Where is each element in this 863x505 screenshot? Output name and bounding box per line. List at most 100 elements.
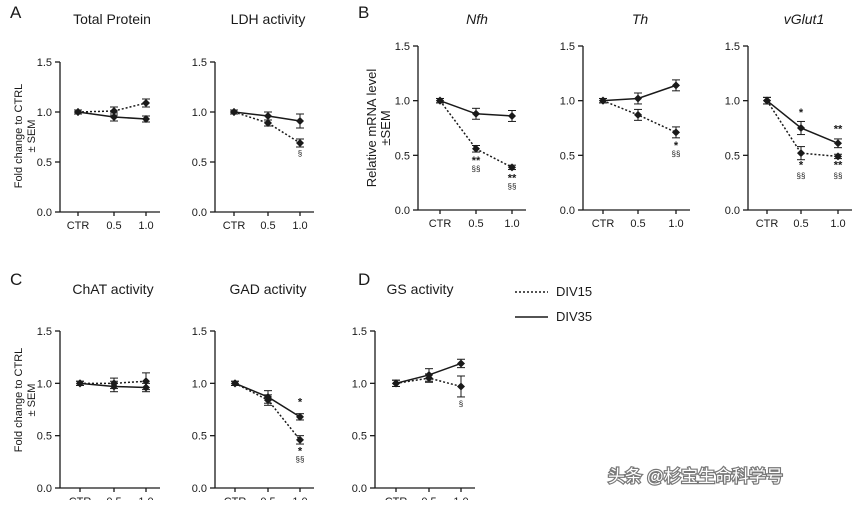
- panel-ldh-activity: LDH activity 0.0 0.5 1.0 1.5 CTR 0.5 1.0 *§: [192, 11, 314, 232]
- data-point: [508, 111, 516, 120]
- significance-star: **: [834, 123, 843, 135]
- x-tick-label: CTR: [756, 218, 779, 230]
- y-axis-label: Fold change to CTRL± SEM: [13, 84, 38, 189]
- chart-title: Th: [632, 11, 649, 27]
- x-tick-label: CTR: [224, 496, 247, 500]
- panel-letter: C: [10, 270, 22, 289]
- data-point: [296, 412, 304, 421]
- y-tick-label: 0.0: [725, 205, 740, 217]
- series-div15: [599, 96, 680, 139]
- y-tick-label: 0.0: [395, 205, 410, 217]
- x-tick-label: 0.5: [260, 220, 275, 232]
- x-tick-label: 1.0: [668, 218, 683, 230]
- data-point: [672, 81, 680, 90]
- x-tick-label: 0.5: [468, 218, 483, 230]
- y-tick-label: 0.0: [37, 207, 52, 219]
- y-tick-label: 1.0: [192, 378, 207, 390]
- data-point: [264, 119, 272, 127]
- x-tick-label: 0.5: [630, 218, 645, 230]
- panel-nfh: B Nfh Relative mRNA level±SEM 0.0 0.5 1.0 1.5 C…: [358, 3, 526, 230]
- series-div35: [76, 379, 150, 393]
- y-tick-label: 1.0: [560, 96, 575, 108]
- significance-star: *: [674, 140, 679, 152]
- x-tick-label: 1.0: [138, 496, 153, 500]
- x-tick-label: 0.5: [106, 496, 121, 500]
- x-tick-label: CTR: [429, 218, 452, 230]
- legend-label-div35: DIV35: [556, 309, 592, 324]
- y-tick-label: 0.5: [37, 431, 52, 443]
- y-tick-label: 0.0: [192, 207, 207, 219]
- y-tick-label: 1.5: [725, 41, 740, 53]
- x-tick-label: CTR: [592, 218, 615, 230]
- series-div35: [230, 108, 304, 129]
- significance-section-mark: §§: [508, 182, 517, 191]
- series-line: [233, 111, 301, 144]
- data-point: [797, 149, 805, 158]
- data-point: [264, 112, 272, 120]
- data-point: [296, 435, 304, 444]
- significance-section-mark: §: [298, 149, 302, 158]
- data-point: [634, 94, 642, 103]
- data-point: [436, 96, 444, 105]
- series-div35: [763, 96, 842, 149]
- data-point: [634, 110, 642, 119]
- x-tick-label: 1.0: [504, 218, 519, 230]
- data-point: [425, 370, 433, 379]
- y-tick-label: 1.0: [352, 378, 367, 390]
- panel-th: Th 0.0 0.5 1.0 1.5 CTR 0.5 1.0 *§§: [560, 11, 690, 230]
- data-point: [110, 113, 118, 121]
- data-point: [74, 108, 82, 116]
- x-tick-label: CTR: [223, 220, 246, 232]
- panel-gs-activity: D GS activity 0.0 0.5 1.0 1.5 CTR 0.5 1.0 §: [352, 270, 475, 505]
- data-point: [834, 152, 842, 161]
- significance-section-mark: §: [459, 399, 463, 408]
- data-point: [457, 359, 465, 368]
- data-point: [472, 144, 480, 153]
- x-tick-label: 1.0: [292, 220, 307, 232]
- chart-title: vGlut1: [784, 11, 824, 27]
- y-tick-label: 1.0: [395, 96, 410, 108]
- significance-section-mark: §§: [797, 171, 806, 180]
- chart-title: LDH activity: [231, 11, 306, 27]
- y-tick-label: 1.5: [192, 326, 207, 338]
- significance-section-mark: §§: [672, 149, 681, 158]
- panel-letter: B: [358, 3, 369, 22]
- y-tick-label: 1.0: [725, 96, 740, 108]
- data-point: [110, 382, 118, 391]
- y-tick-label: 0.0: [352, 483, 367, 495]
- y-tick-label: 0.5: [725, 150, 740, 162]
- chart-title: Nfh: [466, 11, 488, 27]
- y-tick-label: 0.0: [192, 483, 207, 495]
- y-tick-label: 1.5: [192, 57, 207, 69]
- x-tick-label: CTR: [67, 220, 90, 232]
- x-tick-label: 1.0: [453, 496, 468, 500]
- legend-label-div15: DIV15: [556, 284, 592, 299]
- panel-letter: A: [10, 3, 22, 22]
- y-tick-label: 0.5: [560, 150, 575, 162]
- data-point: [264, 392, 272, 401]
- series-div35: [392, 358, 465, 388]
- data-point: [231, 379, 239, 388]
- y-tick-label: 1.5: [37, 57, 52, 69]
- data-point: [834, 139, 842, 148]
- x-tick-label: 1.0: [830, 218, 845, 230]
- x-tick-label: 0.5: [106, 220, 121, 232]
- y-tick-label: 0.5: [395, 150, 410, 162]
- y-tick-label: 1.5: [395, 41, 410, 53]
- x-tick-label: 0.5: [260, 496, 275, 500]
- y-axis-label: Relative mRNA level±SEM: [364, 69, 393, 188]
- data-point: [763, 96, 771, 105]
- significance-star: *: [298, 140, 303, 152]
- data-point: [142, 99, 150, 107]
- data-point: [392, 379, 400, 388]
- significance-section-mark: §§: [296, 455, 305, 464]
- data-point: [296, 139, 304, 147]
- series-div35: [74, 108, 150, 123]
- y-tick-label: 0.5: [352, 431, 367, 443]
- x-tick-label: CTR: [69, 496, 92, 500]
- x-tick-label: 1.0: [292, 496, 307, 500]
